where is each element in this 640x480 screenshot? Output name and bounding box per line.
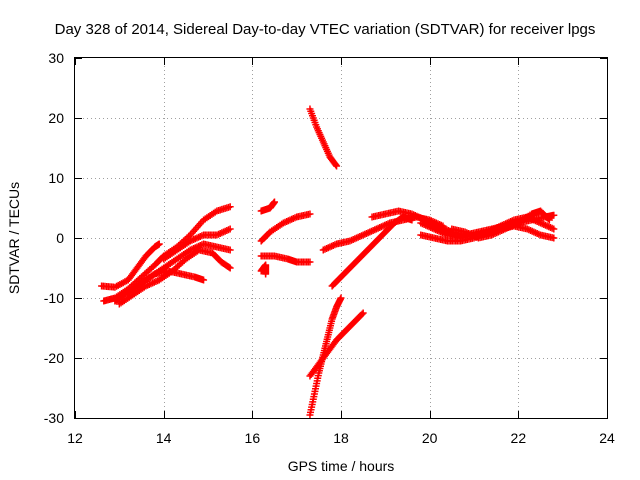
series-9 <box>257 252 314 266</box>
series-5 <box>124 267 208 296</box>
x-tick-label: 20 <box>422 430 438 446</box>
data-point <box>226 203 234 211</box>
y-tick-label: 10 <box>48 170 64 186</box>
series-13 <box>306 294 345 419</box>
data-point <box>306 210 314 218</box>
x-tick-label: 14 <box>156 430 172 446</box>
data-point <box>333 162 341 170</box>
data-point <box>550 211 558 219</box>
series-2 <box>98 240 163 291</box>
y-tick-label: -20 <box>44 350 64 366</box>
data-point <box>332 161 340 169</box>
data-point <box>271 198 278 206</box>
series-12 <box>306 309 367 380</box>
series-11 <box>306 105 341 170</box>
series-6 <box>160 225 234 263</box>
y-tick-label: -30 <box>44 410 64 426</box>
y-tick-label: -10 <box>44 290 64 306</box>
data-marks <box>98 105 558 419</box>
data-point <box>200 276 208 284</box>
y-tick-labels: -30 -20 -10 0 10 20 30 <box>44 50 64 426</box>
grid <box>75 58 607 418</box>
data-point <box>359 309 367 317</box>
y-tick-label: 30 <box>48 50 64 66</box>
data-point <box>155 240 163 248</box>
data-point <box>306 258 314 266</box>
data-point <box>550 225 558 233</box>
data-point <box>550 234 558 242</box>
data-point <box>226 264 234 272</box>
series-14 <box>328 213 416 290</box>
series-10 <box>257 261 270 278</box>
x-tick-label: 18 <box>333 430 349 446</box>
x-tick-label: 24 <box>599 430 615 446</box>
data-point <box>262 270 270 278</box>
data-point <box>226 246 234 254</box>
y-axis-label: SDTVAR / TECUs <box>6 182 22 294</box>
x-axis-label: GPS time / hours <box>288 458 395 474</box>
y-tick-label: 0 <box>56 230 64 246</box>
x-tick-label: 16 <box>245 430 261 446</box>
data-point <box>358 310 366 318</box>
x-tick-label: 22 <box>511 430 527 446</box>
data-point <box>226 225 234 233</box>
x-tick-label: 12 <box>67 430 83 446</box>
x-tick-labels: 12 14 16 18 20 22 24 <box>67 430 615 446</box>
data-point <box>337 294 345 302</box>
y-tick-label: 20 <box>48 110 64 126</box>
data-point <box>545 216 553 224</box>
data-point <box>544 215 552 223</box>
series-19 <box>448 207 553 242</box>
plot-frame <box>74 57 608 419</box>
chart-title: Day 328 of 2014, Sidereal Day-to-day VTE… <box>55 21 596 38</box>
series-7 <box>257 198 278 215</box>
axis-ticks <box>75 58 608 419</box>
series-8 <box>257 210 314 245</box>
